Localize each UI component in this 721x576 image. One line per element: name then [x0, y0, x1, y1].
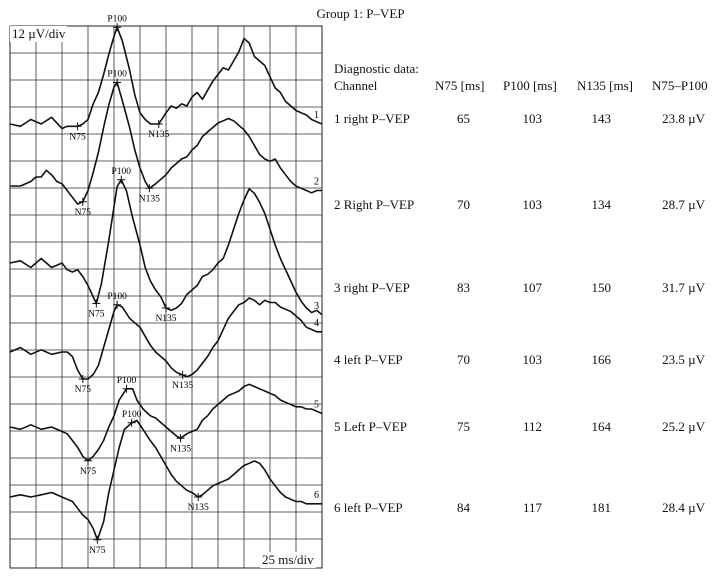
table-cell-amp: 28.4 µV	[662, 500, 705, 515]
peak-label-P100: P100	[107, 14, 127, 24]
table-cell-n75: 70	[457, 352, 470, 367]
trace-number-2: 2	[314, 177, 319, 188]
trace-number-6: 6	[314, 490, 319, 501]
trace-number-3: 3	[314, 301, 319, 312]
peak-markers: N75P100N135N75P100N135N75P100N135N75P100…	[69, 14, 209, 556]
table-heading: Diagnostic data:	[334, 61, 419, 76]
trace-number-1: 1	[314, 110, 319, 121]
table-cell-p100: 117	[522, 500, 542, 515]
table-cell-p100: 107	[522, 280, 543, 295]
y-scale-label: 12 µV/div	[10, 26, 68, 42]
table-cell-channel: 5 Left P–VEP	[334, 419, 407, 434]
trace-series-3	[9, 179, 323, 316]
table-cell-channel: 6 left P–VEP	[334, 500, 403, 515]
peak-label-N75: N75	[69, 132, 86, 142]
table-cell-p100: 103	[522, 352, 543, 367]
peak-label-P100: P100	[117, 376, 137, 386]
trace-number-4: 4	[314, 318, 319, 329]
peak-label-N75: N75	[75, 385, 92, 395]
grid	[9, 25, 323, 569]
trace-number-5: 5	[314, 400, 319, 411]
peak-label-N75: N75	[80, 467, 97, 477]
peak-label-N135: N135	[155, 314, 176, 324]
peak-label-N135: N135	[139, 194, 160, 204]
table-cell-amp: 23.5 µV	[662, 352, 705, 367]
table-cell-channel: 4 left P–VEP	[334, 352, 403, 367]
peak-label-P100: P100	[107, 292, 127, 302]
peak-label-N75: N75	[75, 208, 92, 218]
table-cell-amp: 23.8 µV	[662, 111, 705, 126]
peak-label-N135: N135	[148, 130, 169, 140]
table-cell-n135: 164	[591, 419, 612, 434]
table-cell-amp: 31.7 µV	[662, 280, 705, 295]
table-cell-p100: 103	[522, 197, 543, 212]
table-cell-n135: 150	[591, 280, 612, 295]
table-cell-n75: 83	[457, 280, 470, 295]
peak-label-N135: N135	[188, 503, 209, 513]
table-cell-p100: 112	[522, 419, 542, 434]
table-cell-channel: 3 right P–VEP	[334, 280, 410, 295]
table-cell-channel: 2 Right P–VEP	[334, 197, 415, 212]
table-cell-n135: 143	[591, 111, 612, 126]
peak-label-P100: P100	[122, 410, 142, 420]
peak-label-N75: N75	[89, 546, 106, 556]
peak-label-N135: N135	[170, 444, 191, 454]
peak-label-P100: P100	[107, 70, 127, 80]
peak-label-N135: N135	[172, 381, 193, 391]
table-cell-n135: 134	[591, 197, 612, 212]
table-cell-p100: 103	[522, 111, 543, 126]
col-amplitude: N75–P100	[652, 78, 708, 93]
col-p100: P100 [ms]	[503, 78, 557, 93]
col-channel: Channel	[334, 78, 378, 93]
table-cell-n75: 65	[457, 111, 470, 126]
col-n135: N135 [ms]	[577, 78, 633, 93]
table-cell-n75: 75	[457, 419, 470, 434]
table-cell-n75: 84	[457, 500, 470, 515]
trace-series-2	[10, 81, 322, 205]
table-cell-n135: 166	[591, 352, 612, 367]
trace-series-1	[9, 26, 323, 130]
col-n75: N75 [ms]	[435, 78, 485, 93]
peak-label-N75: N75	[88, 310, 105, 320]
table-cell-channel: 1 right P–VEP	[334, 111, 410, 126]
table-cell-n135: 181	[591, 500, 612, 515]
table-cell-amp: 25.2 µV	[662, 419, 705, 434]
peak-label-P100: P100	[112, 167, 132, 177]
trace-series-6	[9, 419, 322, 541]
chart-title: Group 1: P–VEP	[316, 6, 405, 21]
table-cell-amp: 28.7 µV	[662, 197, 705, 212]
table-cell-n75: 70	[457, 197, 470, 212]
x-scale-label: 25 ms/div	[260, 552, 316, 568]
